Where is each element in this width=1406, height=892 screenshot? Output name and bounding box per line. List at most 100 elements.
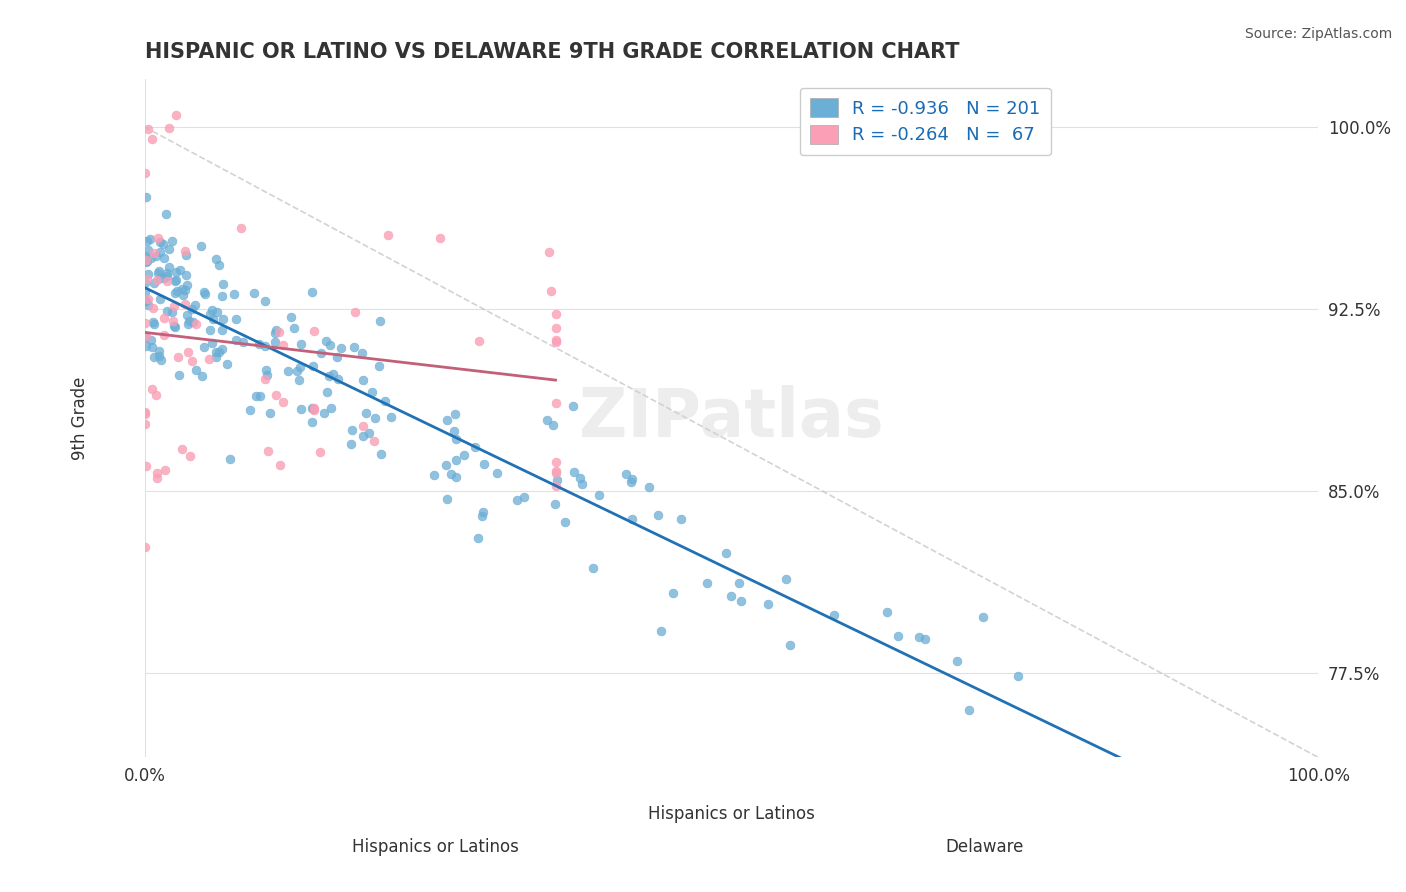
Point bbox=[167, 368, 190, 383]
Point bbox=[309, 445, 332, 459]
Point bbox=[198, 323, 221, 337]
Point bbox=[157, 242, 180, 256]
Point bbox=[153, 271, 176, 285]
Point bbox=[264, 335, 287, 350]
Point bbox=[135, 190, 157, 204]
Point bbox=[620, 475, 643, 489]
Point bbox=[302, 403, 325, 417]
Point bbox=[434, 458, 457, 472]
Point bbox=[301, 359, 323, 373]
Text: Source: ZipAtlas.com: Source: ZipAtlas.com bbox=[1244, 27, 1392, 41]
Point bbox=[357, 425, 380, 440]
Point bbox=[211, 343, 233, 357]
Point bbox=[134, 255, 156, 269]
Point bbox=[169, 263, 191, 277]
Point bbox=[245, 389, 267, 403]
Point bbox=[174, 248, 197, 262]
Point bbox=[134, 407, 156, 421]
Point bbox=[316, 384, 339, 399]
Point bbox=[135, 328, 157, 343]
Point bbox=[200, 335, 222, 350]
Point bbox=[544, 396, 567, 410]
Point bbox=[513, 490, 536, 504]
Point bbox=[141, 131, 163, 145]
Point bbox=[374, 393, 396, 408]
Point bbox=[134, 330, 156, 344]
Point bbox=[141, 301, 163, 315]
Point bbox=[134, 417, 156, 432]
Point bbox=[256, 362, 278, 376]
Point bbox=[173, 297, 195, 311]
Point bbox=[554, 515, 576, 529]
Point bbox=[145, 388, 167, 402]
Point bbox=[352, 429, 374, 443]
Point bbox=[886, 629, 908, 643]
Point bbox=[190, 239, 212, 253]
Point bbox=[544, 455, 567, 469]
Point bbox=[444, 452, 467, 467]
Point bbox=[571, 476, 593, 491]
Point bbox=[215, 357, 238, 371]
Point bbox=[181, 354, 204, 368]
Point bbox=[377, 227, 399, 242]
Point bbox=[728, 576, 751, 591]
Point bbox=[146, 467, 169, 481]
Point bbox=[444, 407, 467, 421]
Y-axis label: 9th Grade: 9th Grade bbox=[72, 376, 89, 459]
Point bbox=[162, 234, 184, 248]
Point bbox=[957, 703, 980, 717]
Point bbox=[436, 492, 458, 507]
Point bbox=[142, 277, 165, 291]
Point bbox=[312, 405, 335, 419]
Point bbox=[211, 323, 233, 337]
Point bbox=[309, 346, 332, 360]
Point bbox=[136, 253, 159, 268]
Point bbox=[647, 508, 669, 523]
Point bbox=[352, 419, 374, 434]
Point bbox=[176, 344, 198, 359]
Point bbox=[588, 488, 610, 502]
Point bbox=[290, 402, 312, 417]
Point bbox=[285, 364, 308, 378]
Point bbox=[544, 321, 567, 335]
Point bbox=[876, 605, 898, 619]
Point bbox=[162, 314, 184, 328]
Point bbox=[193, 340, 215, 354]
Point bbox=[368, 314, 391, 328]
Point bbox=[165, 286, 187, 301]
Point bbox=[174, 268, 197, 282]
Point bbox=[135, 338, 157, 352]
Point bbox=[253, 294, 276, 309]
Point bbox=[141, 382, 163, 396]
Point bbox=[180, 301, 202, 316]
Point bbox=[149, 293, 172, 307]
Text: Hispanics or Latinos: Hispanics or Latinos bbox=[648, 805, 815, 823]
Point bbox=[540, 284, 562, 298]
Point bbox=[145, 249, 167, 263]
Point bbox=[914, 632, 936, 647]
Point bbox=[443, 424, 465, 438]
Point bbox=[191, 368, 214, 383]
Point bbox=[156, 268, 179, 283]
Text: ZIPatlas: ZIPatlas bbox=[579, 385, 884, 451]
Point bbox=[361, 385, 384, 400]
Point bbox=[267, 325, 290, 339]
Point bbox=[467, 531, 489, 545]
Point bbox=[472, 457, 495, 471]
Point bbox=[163, 299, 186, 313]
Point bbox=[343, 340, 366, 354]
Point bbox=[153, 463, 176, 477]
Point bbox=[352, 373, 374, 387]
Point bbox=[142, 350, 165, 364]
Point bbox=[301, 285, 323, 299]
Point bbox=[254, 372, 277, 386]
Point bbox=[562, 466, 585, 480]
Point bbox=[271, 395, 294, 409]
Point bbox=[302, 401, 325, 416]
Point bbox=[218, 452, 240, 467]
Point bbox=[823, 607, 845, 622]
Point bbox=[330, 341, 353, 355]
Point bbox=[177, 314, 200, 328]
Point bbox=[568, 471, 591, 485]
Point bbox=[318, 337, 340, 351]
